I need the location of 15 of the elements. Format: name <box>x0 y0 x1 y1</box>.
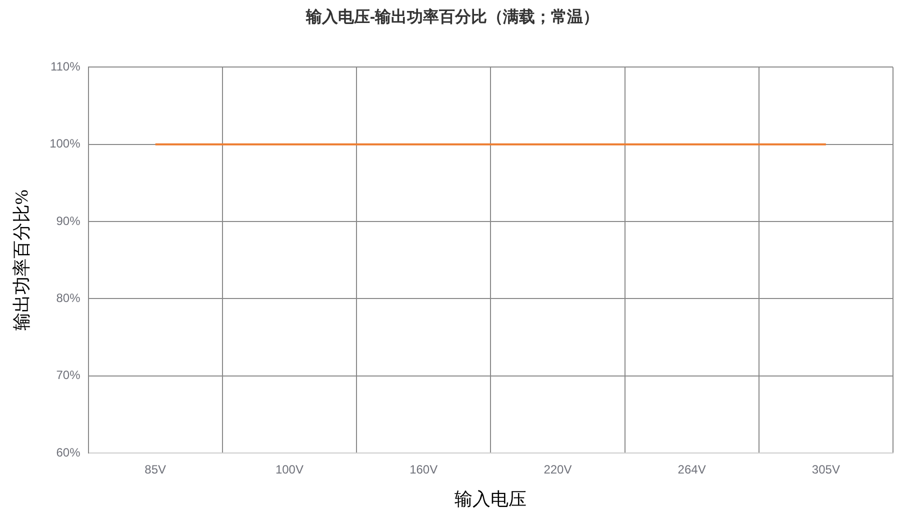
x-axis-title: 输入电压 <box>454 488 527 509</box>
y-tick-label: 100% <box>50 136 81 151</box>
x-tick-label: 160V <box>410 462 438 477</box>
y-tick-label: 80% <box>56 290 81 305</box>
x-tick-label: 264V <box>678 462 706 477</box>
y-tick-label: 60% <box>56 445 81 460</box>
y-axis-title: 输出功率百分比% <box>12 190 32 331</box>
x-tick-label: 305V <box>812 462 840 477</box>
y-tick-label: 70% <box>56 368 81 382</box>
y-tick-label: 110% <box>50 60 81 74</box>
x-tick-label: 100V <box>275 462 304 477</box>
x-tick-label: 85V <box>144 462 166 477</box>
chart-title: 输入电压-输出功率百分比（满载；常温） <box>304 7 600 26</box>
y-tick-label: 90% <box>56 214 81 228</box>
x-tick-label: 220V <box>544 462 572 477</box>
